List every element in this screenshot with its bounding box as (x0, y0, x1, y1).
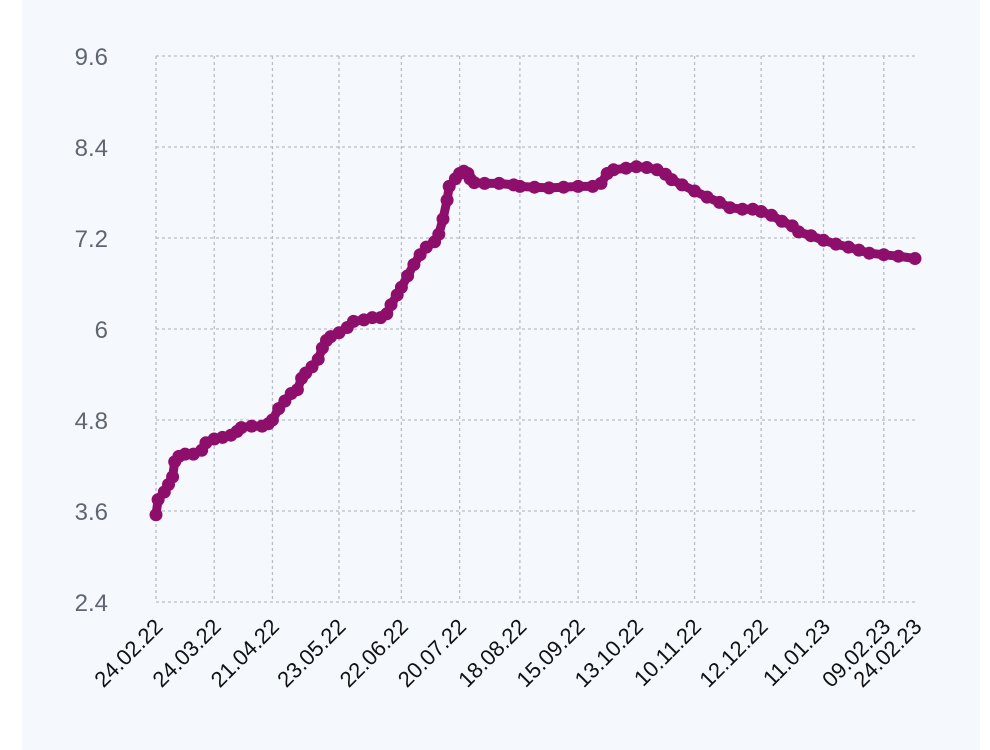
data-point (688, 184, 702, 198)
data-point (166, 470, 180, 484)
data-point (891, 249, 905, 263)
data-point (700, 190, 714, 204)
data-point (265, 413, 279, 427)
grid (155, 55, 915, 603)
data-point (290, 383, 304, 397)
data-point (436, 212, 450, 226)
series-line (151, 162, 920, 520)
data-point (234, 421, 248, 435)
data-point (149, 508, 163, 522)
data-point (432, 227, 446, 241)
y-tick-label: 6 (95, 317, 108, 344)
y-tick-label: 9.6 (75, 44, 108, 71)
y-tick-label: 4.8 (75, 408, 108, 435)
data-point (571, 179, 585, 193)
y-axis-ticks: 2.4 3.6 4.8 6 7.2 8.4 9.6 (75, 44, 108, 617)
data-point (775, 214, 789, 228)
data-point (629, 160, 643, 174)
data-point (619, 161, 633, 175)
series-layer (149, 160, 922, 522)
data-point (557, 180, 571, 194)
data-point (467, 176, 481, 190)
data-point (829, 237, 843, 251)
data-point (528, 180, 541, 194)
data-point (311, 352, 325, 366)
data-point (513, 179, 527, 193)
x-tick-label: 23.05.22 (272, 614, 350, 692)
y-tick-label: 2.4 (75, 590, 108, 617)
data-point (384, 298, 398, 312)
x-tick-label: 12.12.22 (694, 614, 772, 692)
data-point (245, 419, 259, 433)
data-point (723, 201, 737, 215)
data-point (594, 176, 608, 190)
y-tick-label: 3.6 (75, 499, 108, 526)
data-point (401, 269, 415, 283)
data-point (607, 163, 620, 177)
data-point (877, 248, 891, 262)
data-point (640, 161, 654, 174)
y-tick-label: 8.4 (75, 135, 108, 162)
chart-panel: 2.4 3.6 4.8 6 7.2 8.4 9.6 24.02.22 24.03.22 21.0… (22, 0, 980, 750)
line-chart: 2.4 3.6 4.8 6 7.2 8.4 9.6 24.02.2224.03.2221.0… (75, 44, 927, 692)
data-point (804, 229, 818, 243)
y-tick-label: 7.2 (75, 226, 108, 253)
data-point (542, 181, 556, 195)
data-point (440, 193, 454, 207)
data-point (908, 252, 922, 265)
data-point (407, 258, 421, 271)
data-point (675, 178, 689, 192)
data-point (735, 202, 749, 216)
data-point (347, 314, 360, 328)
data-point (478, 176, 492, 190)
data-point (862, 246, 876, 260)
data-point (665, 173, 679, 187)
data-point (713, 195, 726, 209)
data-point (842, 240, 855, 254)
data-point (817, 233, 830, 247)
data-point (394, 280, 408, 294)
x-axis-ticks: 24.02.2224.03.2221.04.2223.05.2222.06.22… (89, 614, 926, 692)
data-point (492, 176, 506, 190)
data-point (792, 225, 806, 239)
data-point (852, 243, 866, 257)
data-point (754, 205, 768, 218)
data-point (765, 208, 778, 222)
